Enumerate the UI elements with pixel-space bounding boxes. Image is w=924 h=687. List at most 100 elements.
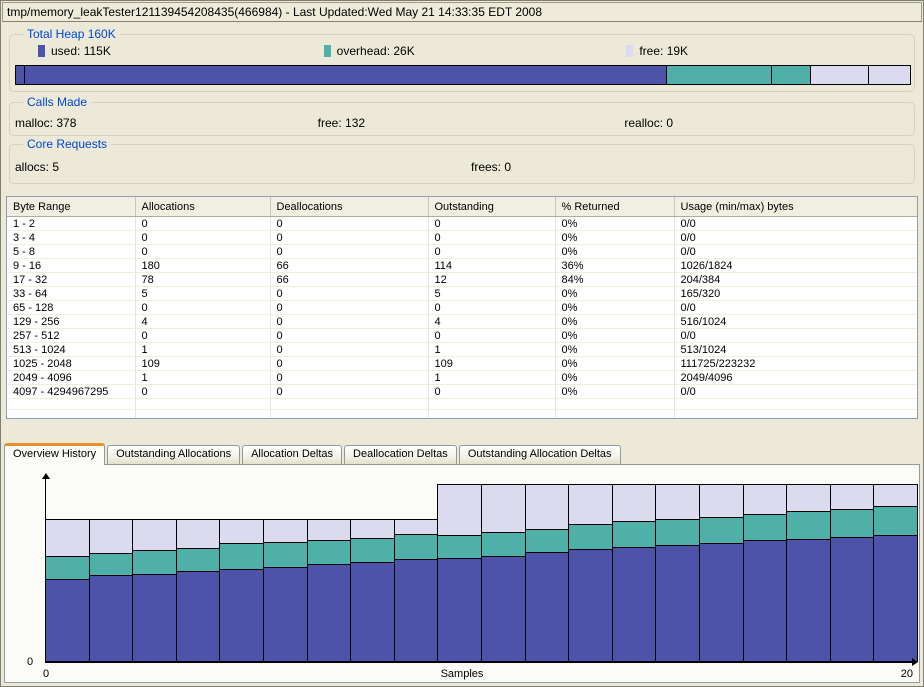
bar-segment-overhead (220, 543, 263, 569)
table-cell: 0 (270, 217, 428, 231)
history-bar (350, 519, 395, 662)
table-cell: 0 (135, 217, 270, 231)
bar-segment-used (787, 539, 830, 661)
table-cell: 84% (555, 273, 674, 287)
table-cell: 0 (270, 287, 428, 301)
table-cell: 0 (428, 231, 555, 245)
bar-segment-overhead (177, 548, 219, 571)
table-cell: 513/1024 (674, 343, 917, 357)
bar-segment-used (177, 571, 219, 661)
table-row[interactable]: 3 - 40000%0/0 (7, 231, 917, 245)
table-cell: 109 (428, 357, 555, 371)
bar-segment-free (569, 485, 612, 524)
table-row[interactable]: 1 - 20000%0/0 (7, 217, 917, 231)
table-cell: 33 - 64 (7, 287, 135, 301)
stat-frees: frees: 0 (453, 160, 909, 174)
table-cell: 1 - 2 (7, 217, 135, 231)
table-cell: 0 (270, 329, 428, 343)
table-cell: 0% (555, 343, 674, 357)
bar-segment-used (308, 564, 350, 661)
table-cell: 0 (270, 343, 428, 357)
core-requests-stats: allocs: 5frees: 0 (10, 145, 914, 174)
legend-label: overhead: 26K (337, 44, 415, 58)
bar-segment-used (133, 574, 176, 661)
bar-segment-free (613, 485, 655, 521)
column-header-usage-min-max-bytes[interactable]: Usage (min/max) bytes (674, 197, 917, 217)
stat-allocs: allocs: 5 (15, 160, 453, 174)
bar-segment-overhead (438, 535, 481, 558)
table-cell: 0% (555, 329, 674, 343)
table-cell: 0 (270, 301, 428, 315)
bar-segment-free (787, 485, 830, 511)
column-header-outstanding[interactable]: Outstanding (428, 197, 555, 217)
legend-item-free: free: 19K (606, 44, 909, 58)
bar-segment-overhead (874, 506, 917, 535)
table-cell: 3 - 4 (7, 231, 135, 245)
table-cell: 0/0 (674, 217, 917, 231)
history-bar (481, 484, 526, 662)
table-cell: 257 - 512 (7, 329, 135, 343)
bar-segment-used (744, 540, 786, 661)
table-cell: 0 (270, 315, 428, 329)
bar-segment-overhead (133, 550, 176, 574)
total-heap-title: Total Heap 160K (23, 27, 120, 41)
bar-segment-used (831, 537, 873, 661)
calls-made-title: Calls Made (23, 95, 91, 109)
table-cell: 0 (135, 329, 270, 343)
table-cell: 114 (428, 259, 555, 273)
table-cell: 1 (135, 343, 270, 357)
history-bar (176, 519, 220, 662)
bar-segment-overhead (351, 538, 394, 562)
tab-deallocation-deltas[interactable]: Deallocation Deltas (344, 445, 457, 464)
bar-segment-free (700, 485, 743, 517)
table-row[interactable]: 129 - 2564040%516/1024 (7, 315, 917, 329)
tab-allocation-deltas[interactable]: Allocation Deltas (242, 445, 342, 464)
table-cell: 0% (555, 217, 674, 231)
table-cell: 5 - 8 (7, 245, 135, 259)
table-row[interactable]: 65 - 1280000%0/0 (7, 301, 917, 315)
bar-segment-overhead (787, 511, 830, 539)
y-axis-origin-label: 0 (27, 656, 33, 668)
bar-segment-used (874, 535, 917, 661)
byte-range-table: Byte RangeAllocationsDeallocationsOutsta… (7, 197, 917, 419)
table-row[interactable]: 33 - 645050%165/320 (7, 287, 917, 301)
table-row[interactable]: 4097 - 42949672950000%0/0 (7, 385, 917, 399)
memory-monitor-window: tmp/memory_leakTester121139454208435(466… (0, 0, 924, 687)
table-cell: 513 - 1024 (7, 343, 135, 357)
column-header-allocations[interactable]: Allocations (135, 197, 270, 217)
table-row[interactable]: 2049 - 40961010%2049/4096 (7, 371, 917, 385)
bar-segment-used (220, 569, 263, 661)
table-cell: 1 (428, 371, 555, 385)
table-row[interactable]: 513 - 10241010%513/1024 (7, 343, 917, 357)
table-row[interactable]: 5 - 80000%0/0 (7, 245, 917, 259)
table-cell: 109 (135, 357, 270, 371)
table-row[interactable]: 17 - 3278661284%204/384 (7, 273, 917, 287)
table-cell: 78 (135, 273, 270, 287)
history-bar (437, 484, 482, 662)
table-row[interactable]: 1025 - 204810901090%111725/223232 (7, 357, 917, 371)
chart-plot (45, 476, 917, 662)
table-cell: 0 (428, 217, 555, 231)
heap-segment-overhead (771, 66, 809, 84)
tab-outstanding-allocations[interactable]: Outstanding Allocations (107, 445, 240, 464)
bar-segment-used (438, 558, 481, 661)
history-bar (830, 484, 874, 662)
table-cell: 2049 - 4096 (7, 371, 135, 385)
table-cell: 0% (555, 287, 674, 301)
table-cell: 0 (135, 245, 270, 259)
table-row[interactable]: 9 - 161806611436%1026/1824 (7, 259, 917, 273)
tab-overview-history[interactable]: Overview History (4, 443, 105, 465)
column-header-returned[interactable]: % Returned (555, 197, 674, 217)
window-title: tmp/memory_leakTester121139454208435(466… (2, 2, 922, 22)
table-cell: 4 (428, 315, 555, 329)
table-cell: 2049/4096 (674, 371, 917, 385)
table-row[interactable]: 257 - 5120000%0/0 (7, 329, 917, 343)
column-header-deallocations[interactable]: Deallocations (270, 197, 428, 217)
table-cell: 0/0 (674, 231, 917, 245)
table-cell: 9 - 16 (7, 259, 135, 273)
column-header-byte-range[interactable]: Byte Range (7, 197, 135, 217)
tab-outstanding-allocation-deltas[interactable]: Outstanding Allocation Deltas (459, 445, 621, 464)
legend-item-overhead: overhead: 26K (321, 44, 607, 58)
used-swatch-icon (38, 45, 45, 57)
heap-segment-overhead (666, 66, 771, 84)
